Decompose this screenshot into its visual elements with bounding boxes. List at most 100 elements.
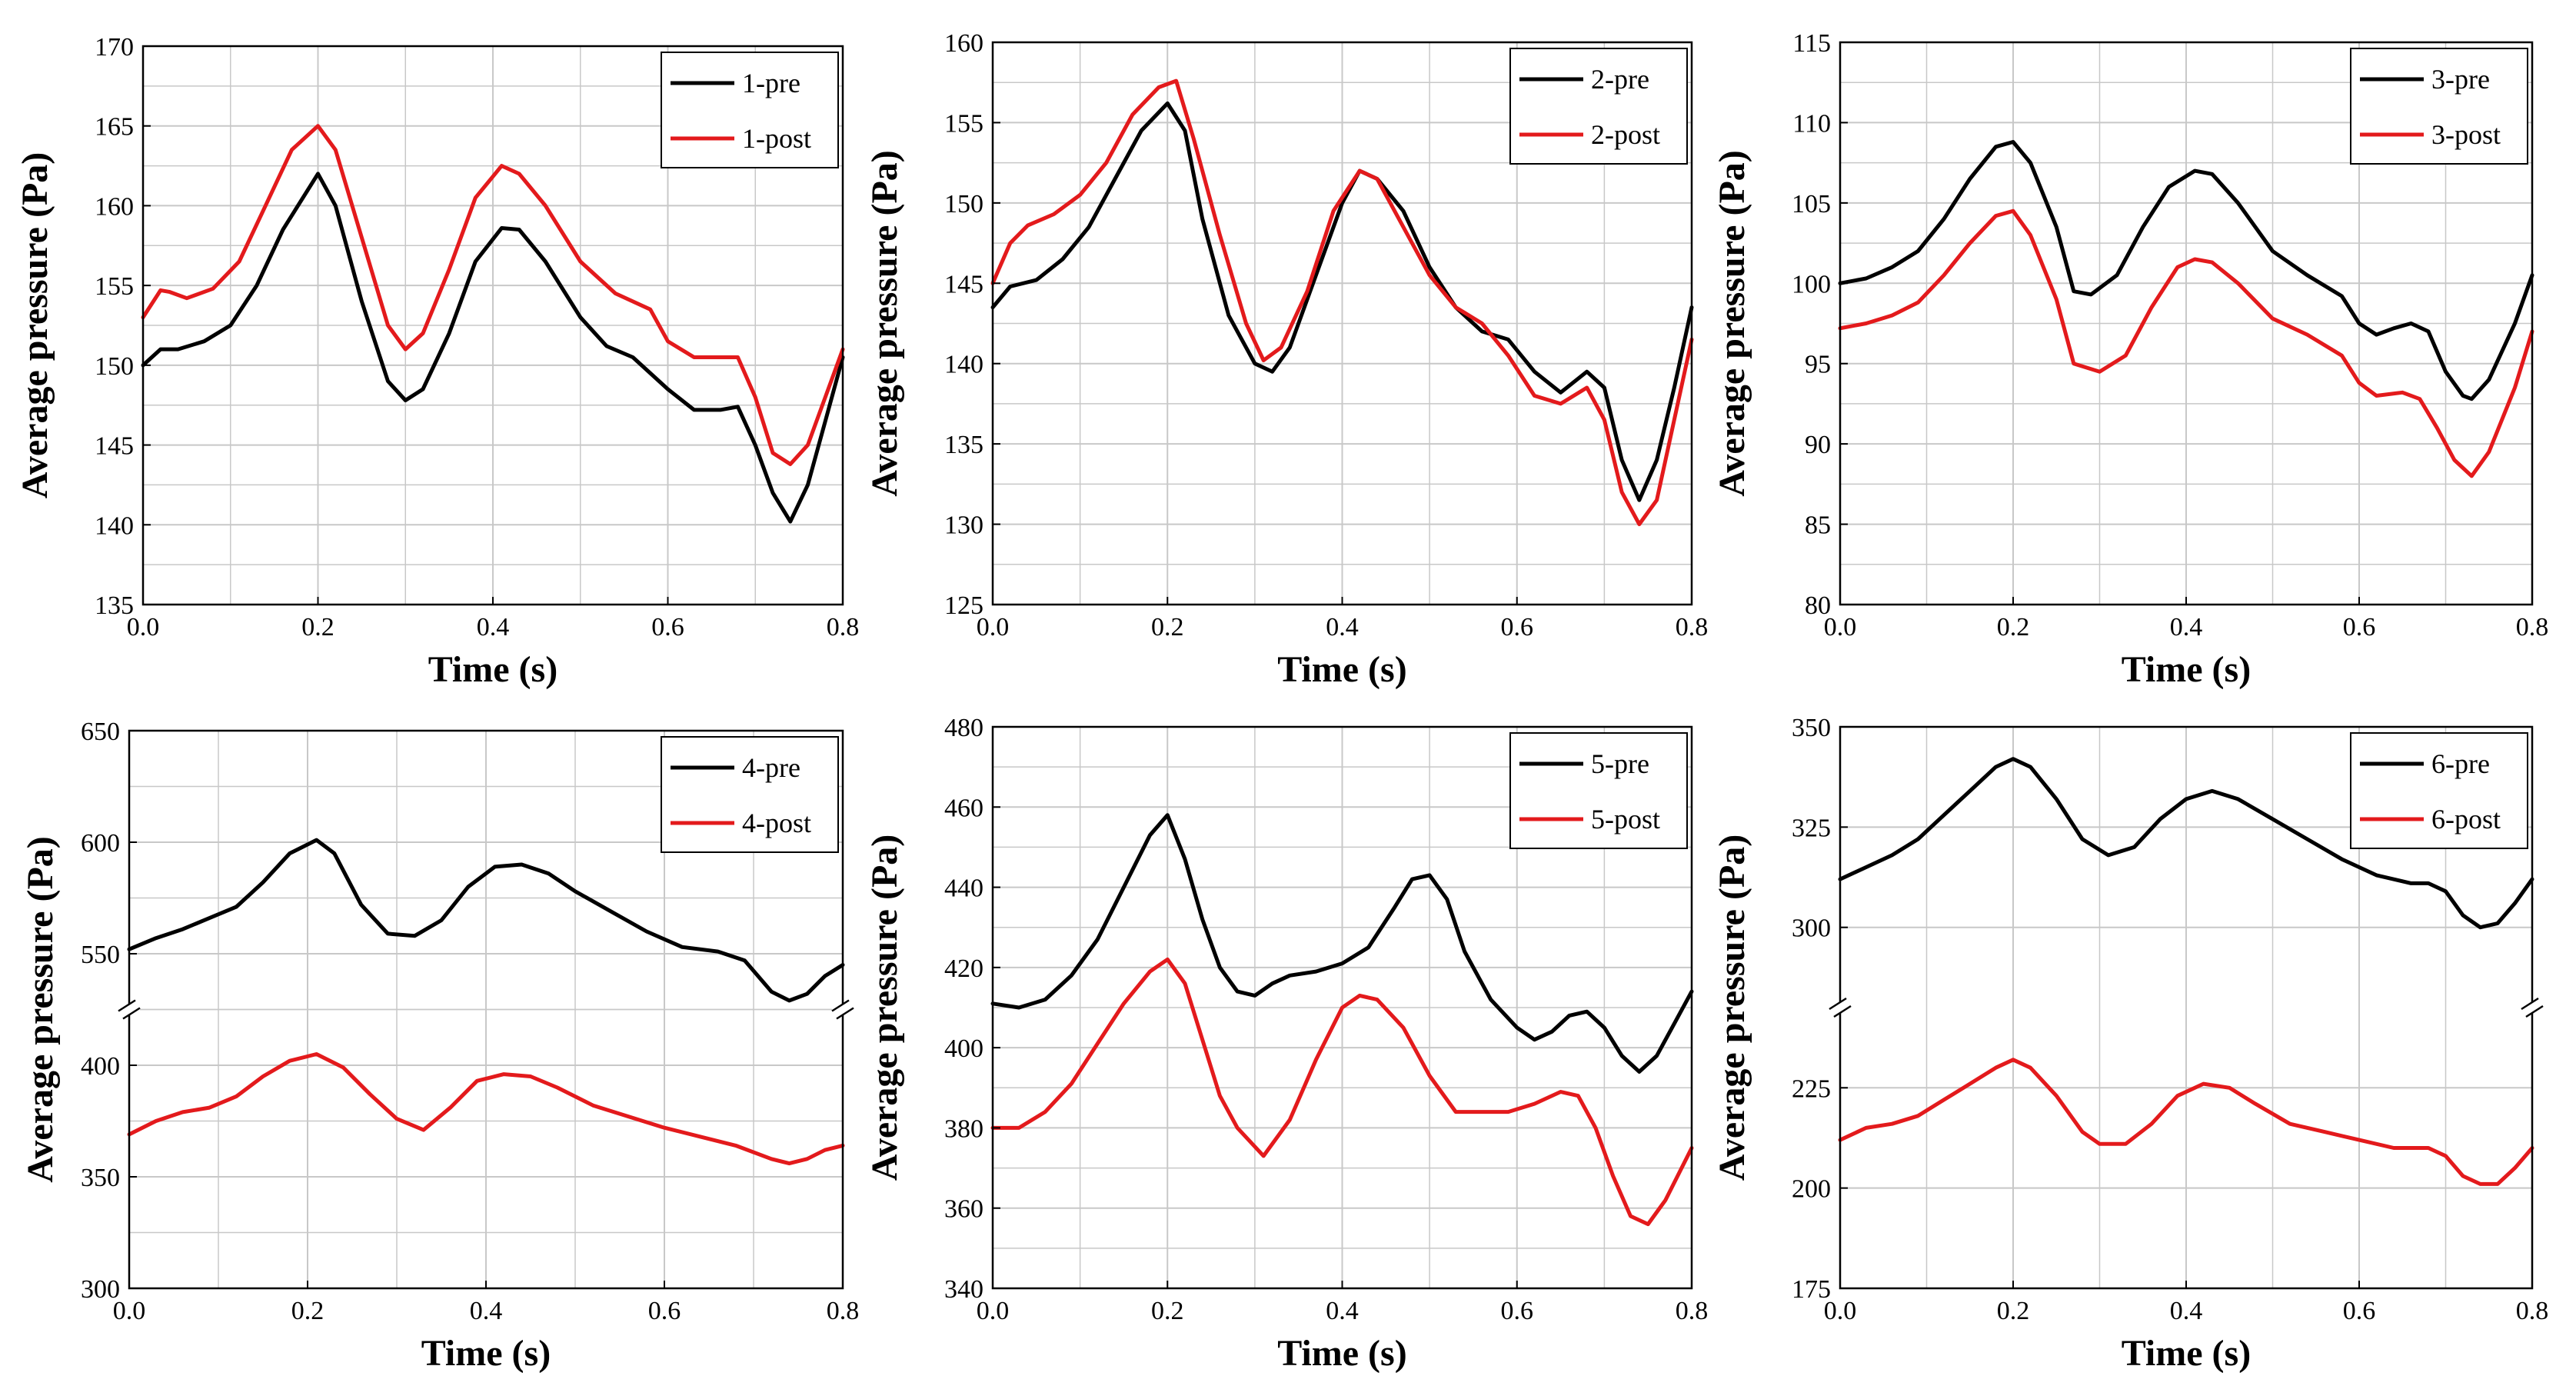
legend: 2-pre 2-post	[1509, 48, 1688, 165]
chart-panel-4: 550 600 650 300 350 400 0.0 0.2 0.4 0.6 0.8 Time (s…	[20, 718, 859, 1374]
series-line-2-post	[990, 78, 1694, 527]
series-line-4-pre	[127, 838, 845, 1003]
x-tick-label: 0.4	[1326, 1297, 1359, 1325]
x-tick-label: 0.6	[2343, 1297, 2376, 1325]
x-tick-label: 0.8	[1676, 613, 1709, 641]
y-tick-label: 325	[1792, 814, 1831, 842]
legend-box	[661, 52, 839, 168]
y-tick-label: 95	[1805, 351, 1831, 379]
axis-break-mark	[831, 999, 850, 1012]
y-tick-label: 90	[1805, 431, 1831, 459]
y-tick-label: 145	[95, 432, 134, 461]
axis-break-mark	[836, 1007, 854, 1020]
y-tick-label: 600	[81, 829, 120, 858]
x-axis-title: Time (s)	[421, 1333, 551, 1374]
x-axis-title: Time (s)	[2122, 1333, 2251, 1374]
legend-label: 2-post	[1591, 119, 1660, 150]
y-tick-label: 550	[81, 941, 120, 969]
chart-panel-1: 135 140 145 150 155 160 165 170 0.0 0.2 0.4 0.6 0.8 T…	[15, 33, 859, 690]
series-line-1-pre	[141, 172, 845, 524]
y-tick-label: 140	[944, 351, 983, 379]
x-tick-label: 0.4	[470, 1297, 503, 1325]
y-tick-label: 225	[1792, 1074, 1831, 1103]
y-axis-title: Average pressure (Pa)	[15, 152, 55, 499]
series-line-1-post	[141, 124, 845, 466]
chart-panel-2: 125 130 135 140 145 150 155 160 0.0 0.2 0.4 0.6 0.8 T…	[864, 29, 1708, 690]
y-tick-label: 420	[944, 955, 983, 983]
y-tick-label: 165	[95, 113, 134, 142]
y-tick-label: 300	[1792, 915, 1831, 943]
series-line-3-post	[1838, 208, 2534, 478]
x-tick-label: 0.0	[977, 1297, 1010, 1325]
x-tick-label: 0.0	[113, 1297, 146, 1325]
x-tick-label: 0.8	[827, 1297, 860, 1325]
legend-box	[1509, 732, 1688, 849]
y-tick-label: 105	[1792, 190, 1831, 218]
axis-break-mark	[2521, 997, 2539, 1011]
y-tick-label: 80	[1805, 591, 1831, 620]
chart-panel-5: 340 360 380 400 420 440 460 480 0.0 0.2 0.4 0.6 0.8 T…	[864, 714, 1708, 1374]
y-tick-label: 115	[1792, 29, 1831, 58]
series-line-5-post	[990, 957, 1694, 1227]
y-axis-title: Average pressure (Pa)	[1712, 150, 1752, 497]
y-tick-label: 155	[944, 109, 983, 138]
y-axis-title: Average pressure (Pa)	[1712, 835, 1752, 1181]
series-line-4-post	[127, 1052, 845, 1166]
y-axis-title: Average pressure (Pa)	[20, 836, 61, 1183]
y-axis-title: Average pressure (Pa)	[864, 835, 905, 1181]
y-tick-label: 150	[944, 190, 983, 218]
y-tick-label: 170	[95, 33, 134, 62]
legend-label: 5-pre	[1591, 748, 1649, 779]
y-tick-label: 160	[95, 192, 134, 221]
y-axis-title: Average pressure (Pa)	[864, 150, 905, 497]
axis-break-mark	[1833, 1005, 1852, 1018]
y-tick-label: 85	[1805, 511, 1831, 540]
x-tick-label: 0.8	[2516, 1297, 2549, 1325]
y-tick-label: 160	[944, 29, 983, 58]
series-line-3-pre	[1838, 140, 2534, 401]
legend: 5-pre 5-post	[1509, 732, 1688, 849]
y-tick-label: 100	[1792, 270, 1831, 298]
legend-box	[661, 736, 839, 853]
y-tick-label: 150	[95, 352, 134, 381]
legend-label: 3-pre	[2431, 64, 2490, 95]
x-tick-label: 0.8	[1676, 1297, 1709, 1325]
y-tick-label: 200	[1792, 1175, 1831, 1204]
x-tick-label: 0.2	[1997, 1297, 2030, 1325]
series-line-5-pre	[990, 813, 1694, 1074]
x-tick-label: 0.6	[651, 613, 684, 641]
x-tick-label: 0.2	[1151, 613, 1184, 641]
y-tick-label: 175	[1792, 1275, 1831, 1304]
x-tick-label: 0.4	[2170, 1297, 2203, 1325]
x-tick-label: 0.8	[2516, 613, 2549, 641]
y-tick-label: 440	[944, 875, 983, 903]
y-tick-label: 400	[944, 1035, 983, 1063]
y-tick-label: 110	[1792, 109, 1831, 138]
x-axis-title: Time (s)	[1277, 649, 1406, 690]
x-tick-label: 0.0	[1824, 613, 1857, 641]
x-tick-label: 0.2	[1997, 613, 2030, 641]
x-tick-label: 0.4	[477, 613, 510, 641]
legend-label: 3-post	[2431, 119, 2501, 150]
y-tick-label: 145	[944, 270, 983, 298]
x-tick-label: 0.2	[291, 1297, 324, 1325]
legend-label: 1-pre	[742, 68, 800, 98]
y-tick-label: 360	[944, 1195, 983, 1224]
axis-break-mark	[2525, 1005, 2544, 1018]
y-tick-label: 140	[95, 511, 134, 540]
legend: 3-pre 3-post	[2350, 48, 2528, 165]
legend-label: 6-post	[2431, 804, 2501, 835]
legend-label: 4-post	[742, 808, 811, 838]
y-tick-label: 480	[944, 714, 983, 742]
y-tick-label: 460	[944, 794, 983, 822]
axis-break-mark	[1829, 997, 1847, 1011]
y-tick-label: 400	[81, 1052, 120, 1081]
legend: 4-pre 4-post	[661, 736, 839, 853]
legend: 1-pre 1-post	[661, 52, 839, 168]
x-axis-title: Time (s)	[428, 649, 557, 690]
y-tick-label: 135	[944, 431, 983, 459]
y-tick-label: 130	[944, 511, 983, 540]
series-line-6-post	[1838, 1058, 2534, 1186]
y-tick-label: 350	[1792, 714, 1831, 742]
x-axis-title: Time (s)	[1277, 1333, 1406, 1374]
